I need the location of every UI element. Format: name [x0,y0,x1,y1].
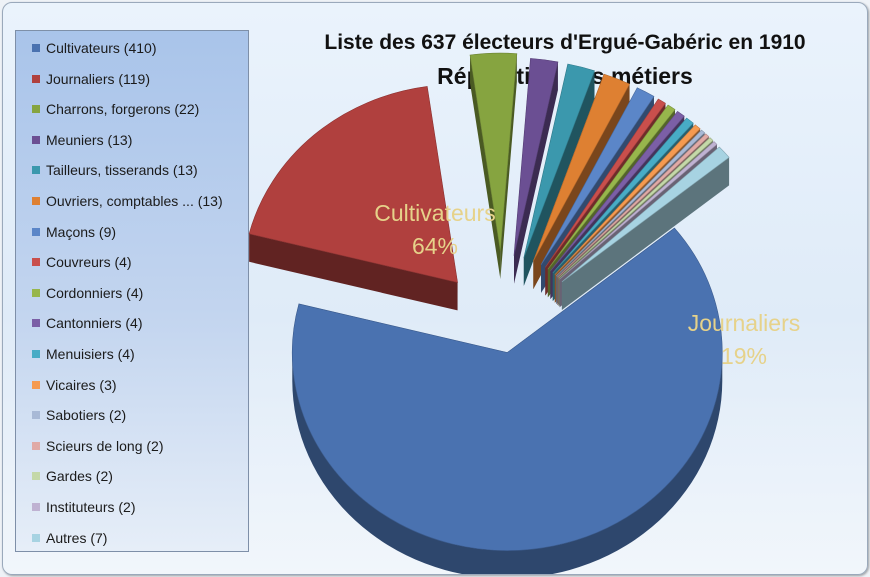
legend-label: Tailleurs, tisserands (13) [46,162,198,179]
legend-item: Autres (7) [32,528,107,548]
legend-item: Ouvriers, comptables ... (13) [32,191,223,211]
legend-item: Cordonniers (4) [32,283,143,303]
legend-swatch [32,472,40,481]
pie-slice [513,58,559,284]
legend-swatch [32,319,40,328]
legend-label: Maçons (9) [46,223,117,240]
legend-swatch [32,166,40,175]
legend-item: Gardes (2) [32,466,113,486]
legend-label: Vicaires (3) [46,376,117,393]
legend-swatch [32,227,40,236]
legend-item: Tailleurs, tisserands (13) [32,160,198,180]
legend-label: Cordonniers (4) [46,284,144,301]
legend-label: Couvreurs (4) [46,254,132,271]
legend: Cultivateurs (410) Journaliers (119) Charr… [15,30,249,552]
legend-item: Cantonniers (4) [32,313,143,333]
legend-item: Vicaires (3) [32,375,117,395]
pie-slice [248,86,458,311]
legend-label: Cultivateurs (410) [46,40,157,56]
slice-label-name: Cultivateurs [374,200,495,226]
legend-label: Cantonniers (4) [46,315,143,332]
legend-swatch [32,441,40,450]
legend-swatch [32,74,40,83]
slice-label-name: Journaliers [688,310,801,336]
legend-label: Charrons, forgerons (22) [46,101,200,118]
legend-item: Charrons, forgerons (22) [32,99,199,119]
slice-label-percent: 19% [721,343,767,369]
legend-item: Journaliers (119) [32,69,150,89]
legend-item: Menuisiers (4) [32,344,135,364]
legend-label: Gardes (2) [46,468,113,485]
legend-swatch [32,411,40,420]
slice-label-percent: 64% [412,233,458,259]
legend-swatch [32,503,40,511]
legend-swatch [32,44,40,52]
legend-swatch [32,258,40,267]
pie-slice [469,52,518,280]
legend-label: Journaliers (119) [46,70,151,87]
pie-slice [561,146,730,310]
legend-swatch [32,288,40,297]
legend-label: Menuisiers (4) [46,346,135,362]
legend-item: Instituteurs (2) [32,497,135,517]
pie-slice [523,63,595,286]
legend-item: Couvreurs (4) [32,252,132,272]
legend-item: Scieurs de long (2) [32,436,164,456]
pie-slice [292,227,723,574]
legend-swatch [32,350,40,358]
legend-swatch [32,533,40,542]
legend-label: Meuniers (13) [46,131,133,148]
legend-swatch [32,197,40,205]
legend-label: Ouvriers, comptables ... (13) [46,193,223,209]
legend-swatch [32,380,40,389]
pie-chart: Cultivateurs 64% Journaliers 19% [248,52,801,574]
legend-item: Cultivateurs (410) [32,38,157,58]
legend-label: Sabotiers (2) [46,407,127,424]
legend-item: Sabotiers (2) [32,405,126,425]
chart-title: Liste des 637 électeurs d'Ergué-Gabéric … [324,31,806,54]
legend-label: Scieurs de long (2) [46,437,164,454]
legend-item: Maçons (9) [32,222,116,242]
legend-swatch [32,135,40,144]
legend-label: Instituteurs (2) [46,499,136,515]
legend-label: Autres (7) [46,529,108,546]
legend-swatch [32,105,40,114]
legend-item: Meuniers (13) [32,130,132,150]
